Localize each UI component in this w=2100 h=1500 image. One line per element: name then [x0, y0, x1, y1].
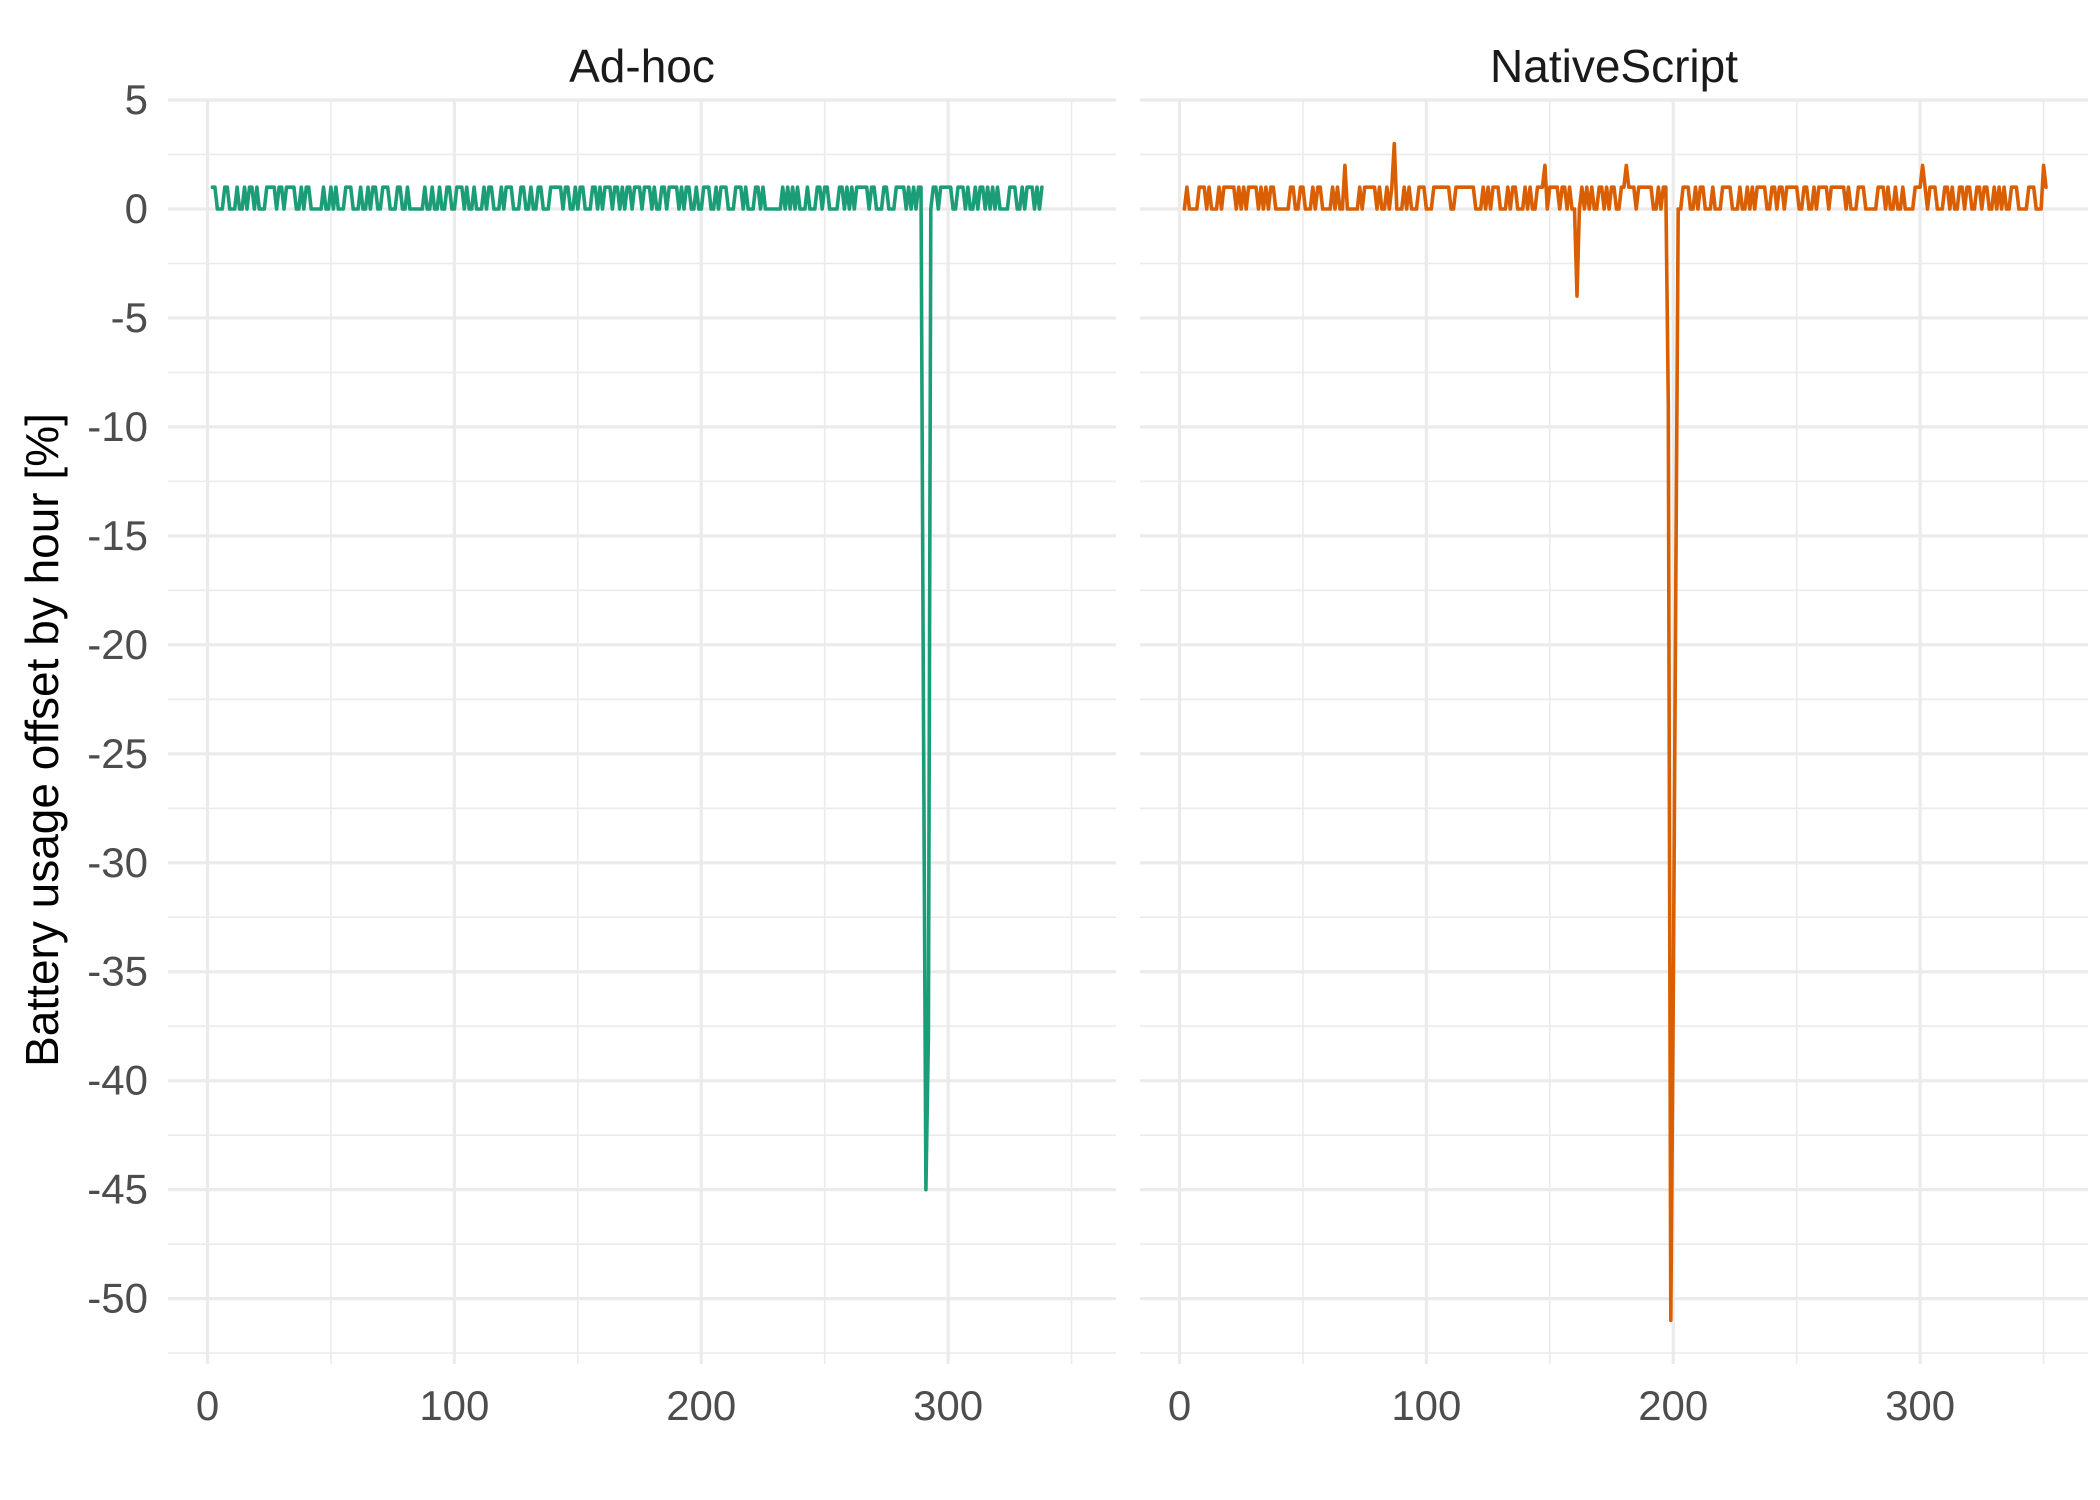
panel-nativescript-background	[1140, 100, 2088, 1364]
panel-ad-hoc-title: Ad-hoc	[569, 40, 715, 92]
x-tick-label: 100	[419, 1382, 489, 1429]
panel-ad-hoc: Ad-hoc 0 100 200 300	[168, 40, 1116, 1429]
y-tick-label: -5	[111, 294, 148, 341]
y-tick-label: -20	[87, 621, 148, 668]
x-tick-label: 300	[913, 1382, 983, 1429]
x-tick-label: 100	[1391, 1382, 1461, 1429]
y-tick-label: -50	[87, 1275, 148, 1322]
panel-nativescript-grid	[1140, 98, 2088, 1364]
y-tick-label: -10	[87, 403, 148, 450]
panel-ad-hoc-series-line	[210, 185, 1044, 1192]
panel-ad-hoc-background	[168, 100, 1116, 1364]
panel-nativescript: NativeScript 0 100 200 300	[1140, 40, 2088, 1429]
y-tick-label: -15	[87, 512, 148, 559]
panel-nativescript-series-line	[1182, 141, 2048, 1323]
y-tick-labels: 5 0 -5 -10 -15 -20 -25 -30 -35 -40 -45 -50	[87, 76, 148, 1322]
x-tick-label: 200	[666, 1382, 736, 1429]
y-tick-label: -30	[87, 839, 148, 886]
panel-nativescript-x-ticks: 0 100 200 300	[1168, 1382, 1955, 1429]
x-tick-label: 0	[196, 1382, 219, 1429]
y-tick-label: 0	[125, 185, 148, 232]
y-tick-label: 5	[125, 76, 148, 123]
y-axis-title: Battery usage offset by hour [%]	[16, 413, 68, 1067]
x-tick-label: 200	[1638, 1382, 1708, 1429]
y-tick-label: -40	[87, 1057, 148, 1104]
y-tick-label: -25	[87, 730, 148, 777]
panel-nativescript-title: NativeScript	[1490, 40, 1738, 92]
x-tick-label: 0	[1168, 1382, 1191, 1429]
y-tick-label: -35	[87, 948, 148, 995]
panel-ad-hoc-x-ticks: 0 100 200 300	[196, 1382, 983, 1429]
y-tick-label: -45	[87, 1166, 148, 1213]
x-tick-label: 300	[1885, 1382, 1955, 1429]
